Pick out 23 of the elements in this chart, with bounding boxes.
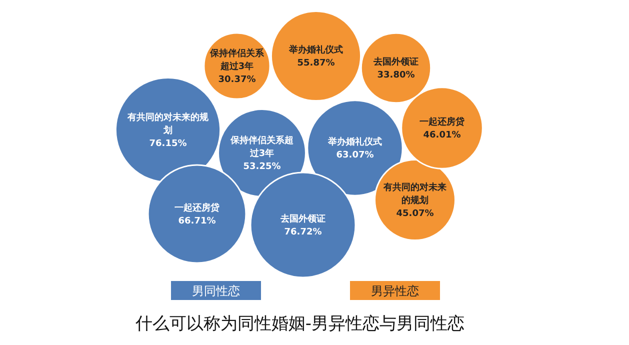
data-label: 33.80% — [377, 70, 415, 80]
text: 什么可以称为同性婚姻-男异性恋与男同性恋 — [134, 314, 465, 334]
data-label: 63.07% — [336, 150, 374, 160]
category-label: 举办婚礼仪式 — [327, 136, 382, 148]
category-label: 有共同的对未来的规划 — [384, 183, 446, 206]
category-label: 保持伴侣关系超过3年 — [210, 49, 264, 72]
category-label: 有共同的对未来的规划 — [126, 112, 210, 136]
category-label: 举办婚礼仪式 — [289, 46, 343, 56]
data-label: 66.71% — [178, 216, 216, 226]
category-label: 去国外领证 — [374, 58, 418, 68]
data-label: 30.37% — [218, 75, 256, 85]
text: 男异性恋 — [371, 284, 419, 298]
category-label: 一起还房贷 — [174, 202, 220, 214]
category-label: 保持伴侣关系超过3年 — [230, 135, 294, 159]
data-label: 76.72% — [284, 228, 322, 238]
data-label: 55.87% — [297, 58, 335, 68]
data-label: 53.25% — [243, 162, 281, 172]
category-label: 去国外领证 — [280, 214, 326, 224]
data-label: 76.15% — [149, 139, 187, 149]
data-label: 46.01% — [423, 130, 461, 140]
series-label: 男同性恋 — [192, 284, 240, 298]
category-label: 一起还房贷 — [420, 118, 464, 128]
data-label: 45.07% — [396, 209, 434, 219]
